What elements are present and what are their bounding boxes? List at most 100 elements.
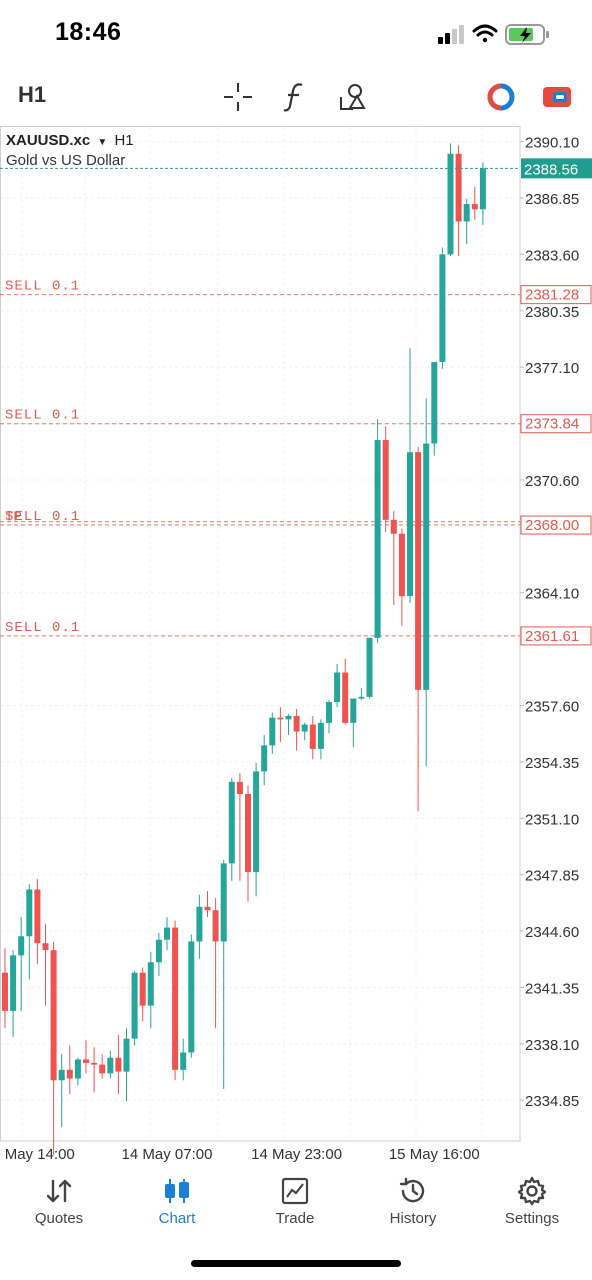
candle-body [74,1059,81,1079]
candle-body [196,906,203,942]
candle-body [269,717,276,746]
x-tick-label: 14 May 23:00 [251,1146,342,1163]
candle-body [342,672,349,723]
y-tick-label: 2377.10 [525,360,579,377]
one-click-trading-icon[interactable] [540,80,574,114]
trading-signal-icon[interactable] [484,80,518,114]
order-price-box [520,515,592,535]
bottom-navigation: Quotes Chart Trade History [0,1166,592,1246]
order-price-label: 2381.28 [525,287,579,304]
candle-body [155,939,162,963]
timeframe-button[interactable]: H1 [18,82,47,107]
chart-area[interactable]: 2390.10 2386.85 2383.60 2380.35 2377.10 2373.… [0,126,592,1166]
plot-frame [0,126,521,1142]
battery-charging-icon [505,24,549,45]
status-icons [438,24,549,45]
candle-body [236,781,243,794]
candle-body [415,452,422,690]
indicators-icon[interactable] [278,80,312,114]
tp-label: TP [5,510,22,526]
y-tick-label: 2334.85 [525,1093,579,1110]
order-price-label: 2361.61 [525,628,579,645]
nav-settings[interactable]: Settings [482,1176,582,1227]
candle-body [277,717,284,720]
candle-body [172,927,179,1070]
candle-body [212,910,219,942]
y-tick-label: 2341.35 [525,980,579,997]
x-tick-label: 14 May 07:00 [122,1146,213,1163]
candle-body [350,698,357,723]
candle-body [115,1057,122,1072]
order-price-box [520,626,592,646]
y-tick-label: 2338.10 [525,1037,579,1054]
nav-label-chart: Chart [158,1210,196,1227]
candles-icon [165,1179,189,1203]
candle-body [358,696,365,699]
candle-body [107,1057,114,1074]
y-tick-label: 2354.35 [525,755,579,772]
wifi-icon [472,24,498,43]
status-bar: 18:46 [0,0,592,70]
candle-body [261,745,268,772]
nav-label-quotes: Quotes [34,1210,84,1227]
candle-body [42,943,49,951]
candle-body [99,1064,106,1074]
signal-icon [438,25,464,44]
y-tick-label: 2380.35 [525,304,579,321]
candle-body [50,950,57,1081]
nav-quotes[interactable]: Quotes [9,1176,109,1227]
nav-label-history: History [389,1210,437,1227]
objects-icon[interactable] [336,80,370,114]
nav-trade[interactable]: Trade [245,1176,345,1227]
candle-body [164,927,170,940]
quotes-arrows-icon [46,1179,72,1203]
candle-body [10,955,17,1011]
candle-body [407,452,413,597]
candle-body [188,941,195,1053]
symbol-dropdown-icon[interactable]: ▼ [97,137,108,148]
candle-body [382,440,389,520]
candle-body [431,361,438,444]
candle-body [58,1069,65,1081]
symbol-timeframe: H1 [114,132,134,149]
nav-history[interactable]: History [363,1176,463,1227]
y-tick-label: 2364.10 [525,586,579,603]
status-time: 18:46 [55,18,122,46]
candle-body [180,1052,187,1070]
x-tick-label: 15 May 16:00 [389,1146,480,1163]
crosshair-icon[interactable] [221,80,255,114]
order-label: SELL 0.1 [5,279,80,295]
order-price-label: 2373.84 [525,416,579,433]
candle-body [204,906,211,911]
nav-chart[interactable]: Chart [127,1176,227,1227]
order-label: SELL 0.1 [5,509,80,525]
y-tick-label: 2383.60 [525,247,579,264]
symbol-name: XAUUSD.xc [6,132,91,149]
history-clock-icon [399,1177,425,1203]
candle-body [334,672,341,703]
order-label: SELL 0.1 [5,620,80,636]
candle-body [366,637,373,697]
candle-body [309,724,316,749]
gear-icon [517,1176,547,1206]
candle-body [220,863,227,942]
trade-chart-icon [281,1177,309,1205]
chart-toolbar: H1 [0,70,592,126]
candle-body [301,724,308,732]
candle-body [293,715,300,732]
candle-body [139,972,146,1006]
candle-body [123,1038,130,1072]
candle-body [245,793,251,873]
symbol-header: XAUUSD.xc ▼ H1 [6,132,134,149]
candlestick-chart[interactable]: 2390.10 2386.85 2383.60 2380.35 2377.10 2373.… [0,126,592,1166]
candle-body [326,702,332,723]
y-tick-label: 2386.85 [525,191,579,208]
candle-body [66,1069,73,1079]
order-price-box [520,414,592,434]
candle-body [34,889,41,944]
candle-body [447,153,454,255]
y-tick-label: 2357.60 [525,699,579,716]
candle-body [2,972,8,1011]
candle-body [479,168,486,210]
candle-body [253,771,260,873]
